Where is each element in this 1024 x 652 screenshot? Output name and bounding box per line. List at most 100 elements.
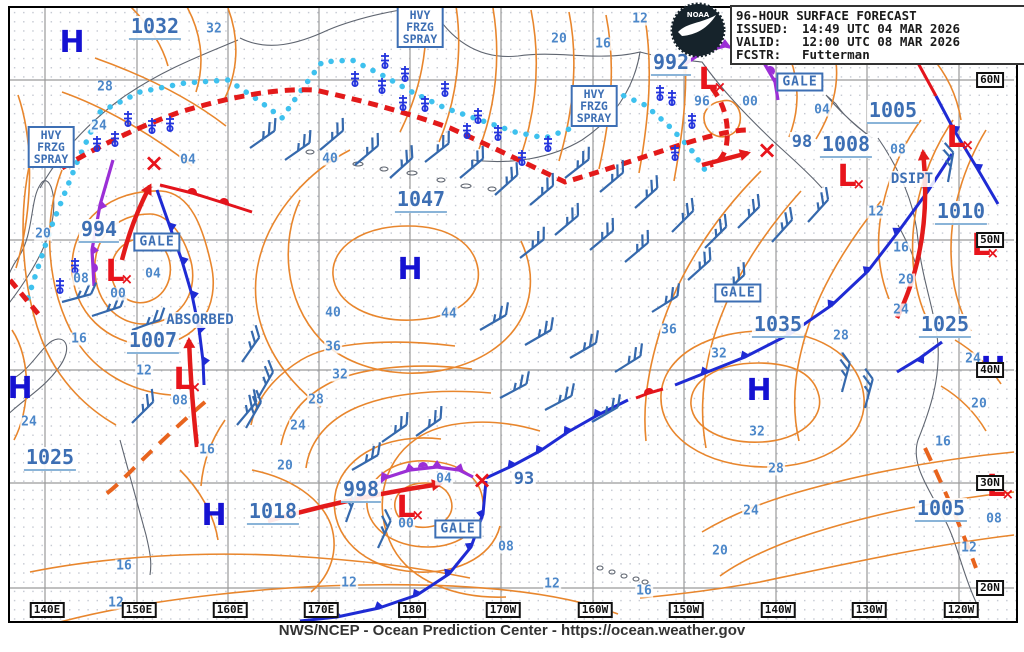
low-x-icon: × [188,378,202,396]
isobar-label: 12 [543,576,561,592]
freezing-spray-icon [670,144,680,162]
position-pressure-label: 93 [511,469,537,489]
wind-barb-icon [547,201,586,237]
wind-barb-icon [522,171,561,207]
low-x-icon: × [961,136,975,154]
isobar-label: 12 [135,363,153,379]
freezing-spray-icon [667,89,677,106]
freezing-spray-icon [473,107,483,124]
freezing-spray-icon [377,77,387,94]
low-symbol: L× [698,62,727,97]
isobar-label: 16 [594,36,612,52]
pressure-value: 992 [650,50,692,76]
freezing-spray-icon [380,52,390,69]
high-symbol: H [59,25,85,60]
latitude-label: 20N [976,580,1004,596]
longitude-label: 180 [398,602,426,618]
longitude-label: 160W [577,602,613,618]
wind-barb-icon [127,306,169,332]
pressure-value: 1025 [918,312,972,338]
isobar-label: 00 [741,94,759,110]
latitude-label: 40N [976,362,1004,378]
warm-front [159,11,938,400]
wind-barb-icon [680,246,718,282]
low-x-icon: × [852,175,866,193]
position-pressure-label: 98 [789,132,815,152]
isobar-label: 24 [289,418,307,434]
pressure-value: 1010 [934,199,988,225]
high-symbol: H [397,252,423,287]
freezing-spray-icon [350,70,360,87]
isobar-label: 12 [107,595,125,611]
freezing-spray-icon [655,84,665,101]
low-symbol: L× [396,490,425,525]
longitude-label: 160E [212,602,248,618]
isobar-label: 40 [324,305,342,321]
wind-barb-icon [799,185,835,224]
freezing-spray-icon [517,149,527,167]
trough-line [98,400,978,569]
isobar-label: 20 [897,272,915,288]
wind-barb-icon [452,144,491,180]
freezing-spray-icon [92,135,102,153]
x-marker: × [471,466,493,494]
freezing-spray-icon [400,65,410,82]
longitude-label: 170W [485,602,521,618]
gale-box: GALE [714,283,762,303]
pressure-value: 1005 [866,98,920,124]
wind-barb-icon [345,441,387,472]
wind-barb-icon [347,131,386,167]
wind-barb-icon [617,228,656,264]
hvy-frzg-spray-box: HVY FRZG SPRAY [27,126,75,168]
isobar-label: 12 [867,204,885,220]
low-x-icon: × [411,506,425,524]
freezing-spray-icon [165,115,175,133]
isobar-label: 40 [321,151,339,167]
longitude-label: 150E [121,602,157,618]
freezing-spray-icon [55,277,65,295]
wind-barb-icon [312,116,351,152]
isobar-label: 04 [435,471,453,487]
isobar-label: 16 [635,583,653,599]
wind-barb-icon [563,329,605,360]
pressure-value: 998 [340,477,382,503]
freezing-spray-line [25,57,708,301]
isobar-label: 32 [331,367,349,383]
isobar-label: 20 [970,396,988,412]
low-x-icon: × [120,270,134,288]
isobar-label: 32 [710,346,728,362]
isobar-label: 12 [960,540,978,556]
forecast-title: 96-HOUR SURFACE FORECAST [736,8,917,23]
footer-caption: NWS/NCEP - Ocean Prediction Center - htt… [278,622,746,639]
wind-barb-icon [473,301,515,332]
isobar-label: 08 [171,393,189,409]
fcstr-label: FCSTR: [736,47,782,62]
noaa-bird-icon [678,15,716,36]
isobar-label: 24 [742,503,760,519]
wind-barb-icon [512,225,552,260]
isobar-label: 16 [115,558,133,574]
dsipt-note: DSIPT [888,171,936,187]
isobar-label: 24 [892,302,910,318]
wind-barb-icon [382,144,420,180]
isobar-label: 12 [631,11,649,27]
isobar-label: 20 [276,458,294,474]
wind-barb-icon [123,387,160,425]
freezing-spray-icon [147,117,157,135]
map-graphics [10,8,1015,621]
wind-barb-icon [494,370,535,400]
longitude-label: 150W [668,602,704,618]
longitude-label: 120W [943,602,979,618]
isobar-label: 36 [324,339,342,355]
pressure-value: 1007 [126,328,180,354]
low-symbol: L× [946,120,975,155]
isobar-label: 04 [144,266,162,282]
low-symbol: L× [173,362,202,397]
gale-box: GALE [434,519,482,539]
low-symbol: L× [105,254,134,289]
freezing-spray-icon [440,80,450,97]
freezing-spray-icon [543,135,553,153]
isobar-label: 20 [711,543,729,559]
wind-barb-icon [608,342,649,374]
